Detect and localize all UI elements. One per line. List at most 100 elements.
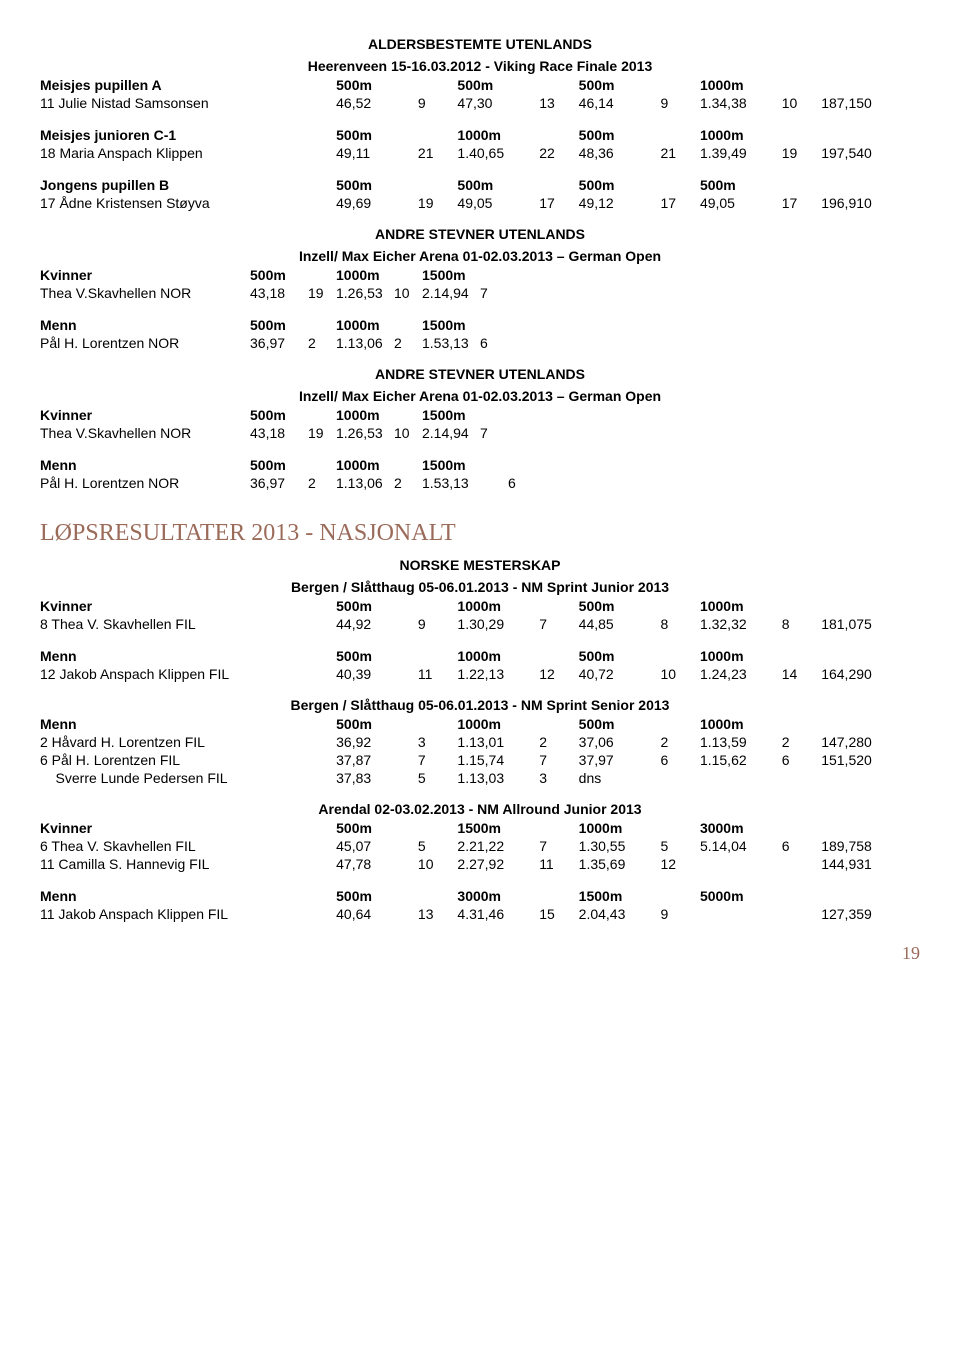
cat-label: Kvinner — [40, 819, 336, 837]
results-table: Kvinner 500m 1000m 1500m Thea V.Skavhell… — [40, 266, 920, 302]
results-table: Kvinner 500m 1000m 1500m Thea V.Skavhell… — [40, 406, 920, 442]
dist: 500m — [579, 76, 661, 94]
time: 4.31,46 — [457, 905, 539, 923]
time: 2.21,22 — [457, 837, 539, 855]
place: 2 — [539, 733, 578, 751]
section-title: ANDRE STEVNER UTENLANDS — [40, 366, 920, 382]
athlete: Thea V.Skavhellen NOR — [40, 424, 250, 442]
place: 6 — [782, 837, 821, 855]
cat-label: Kvinner — [40, 266, 250, 284]
dist: 1000m — [700, 126, 782, 144]
time: 1.39,49 — [700, 144, 782, 162]
time: 45,07 — [336, 837, 418, 855]
athlete: Sverre Lunde Pedersen FIL — [40, 769, 336, 787]
dist: 500m — [336, 819, 418, 837]
time: 1.13,01 — [457, 733, 539, 751]
athlete: 11 Julie Nistad Samsonsen — [40, 94, 336, 112]
time: 37,87 — [336, 751, 418, 769]
athlete: Pål H. Lorentzen NOR — [40, 334, 250, 352]
time: 46,52 — [336, 94, 418, 112]
dist: 500m — [336, 597, 418, 615]
cat-label: Jongens pupillen B — [40, 176, 336, 194]
results-table: Menn 500m 1000m 1500m Pål H. Lorentzen N… — [40, 316, 920, 352]
place: 9 — [660, 905, 699, 923]
dist: 500m — [457, 176, 539, 194]
time: 1.22,13 — [457, 665, 539, 683]
dist: 500m — [579, 597, 661, 615]
time: 49,05 — [457, 194, 539, 212]
dist: 1500m — [422, 316, 480, 334]
time: 1.13,59 — [700, 733, 782, 751]
athlete: 11 Camilla S. Hannevig FIL — [40, 855, 336, 873]
place: 8 — [782, 615, 821, 633]
place: 2 — [782, 733, 821, 751]
place: 10 — [418, 855, 457, 873]
athlete: 18 Maria Anspach Klippen — [40, 144, 336, 162]
dist: 500m — [579, 715, 661, 733]
dist: 1000m — [336, 406, 394, 424]
place: 2 — [308, 334, 336, 352]
dist: 500m — [250, 316, 308, 334]
place: 15 — [539, 905, 578, 923]
place: 8 — [660, 615, 699, 633]
time: 2.04,43 — [579, 905, 661, 923]
place: 6 — [508, 474, 566, 492]
place: 6 — [480, 334, 508, 352]
section-title: ANDRE STEVNER UTENLANDS — [40, 226, 920, 242]
place: 7 — [539, 615, 578, 633]
time: 1.26,53 — [336, 284, 394, 302]
place: 3 — [418, 733, 457, 751]
athlete: 12 Jakob Anspach Klippen FIL — [40, 665, 336, 683]
time: 47,30 — [457, 94, 539, 112]
place — [480, 474, 508, 492]
dist: 1000m — [700, 76, 782, 94]
results-table: Meisjes junioren C-1 500m 1000m 500m 100… — [40, 126, 920, 162]
place: 7 — [480, 284, 508, 302]
place: 21 — [418, 144, 457, 162]
dist: 3000m — [700, 819, 782, 837]
time: dns — [579, 769, 661, 787]
sub-header: NORSKE MESTERSKAP — [40, 557, 920, 573]
place: 10 — [394, 284, 422, 302]
points: 144,931 — [821, 855, 920, 873]
dist: 1000m — [579, 819, 661, 837]
results-table: Menn 500m 1000m 1500m Pål H. Lorentzen N… — [40, 456, 920, 492]
points: 189,758 — [821, 837, 920, 855]
event-title: Heerenveen 15-16.03.2012 - Viking Race F… — [40, 58, 920, 74]
place: 2 — [308, 474, 336, 492]
time: 2.14,94 — [422, 424, 480, 442]
place: 2 — [394, 334, 422, 352]
dist: 1500m — [422, 406, 480, 424]
place: 7 — [418, 751, 457, 769]
dist: 500m — [336, 647, 418, 665]
place — [782, 769, 821, 787]
place — [782, 905, 821, 923]
place: 22 — [539, 144, 578, 162]
cat-label: Menn — [40, 887, 336, 905]
place: 11 — [418, 665, 457, 683]
points: 187,150 — [821, 94, 920, 112]
cat-label: Kvinner — [40, 597, 336, 615]
dist: 500m — [457, 76, 539, 94]
points: 181,075 — [821, 615, 920, 633]
page-number: 19 — [40, 943, 920, 964]
time: 1.30,55 — [579, 837, 661, 855]
place: 7 — [480, 424, 508, 442]
dist: 500m — [336, 126, 418, 144]
place: 13 — [539, 94, 578, 112]
time: 36,97 — [250, 474, 308, 492]
dist: 500m — [700, 176, 782, 194]
event-title: Bergen / Slåtthaug 05-06.01.2013 - NM Sp… — [40, 579, 920, 595]
dist: 3000m — [457, 887, 539, 905]
place: 9 — [660, 94, 699, 112]
dist: 1000m — [700, 647, 782, 665]
dist: 500m — [579, 126, 661, 144]
time: 43,18 — [250, 424, 308, 442]
cat-label: Meisjes junioren C-1 — [40, 126, 336, 144]
event-title: Bergen / Slåtthaug 05-06.01.2013 - NM Sp… — [40, 697, 920, 713]
dist: 500m — [336, 76, 418, 94]
athlete: 8 Thea V. Skavhellen FIL — [40, 615, 336, 633]
cat-label: Meisjes pupillen A — [40, 76, 336, 94]
time: 36,92 — [336, 733, 418, 751]
place: 2 — [660, 733, 699, 751]
